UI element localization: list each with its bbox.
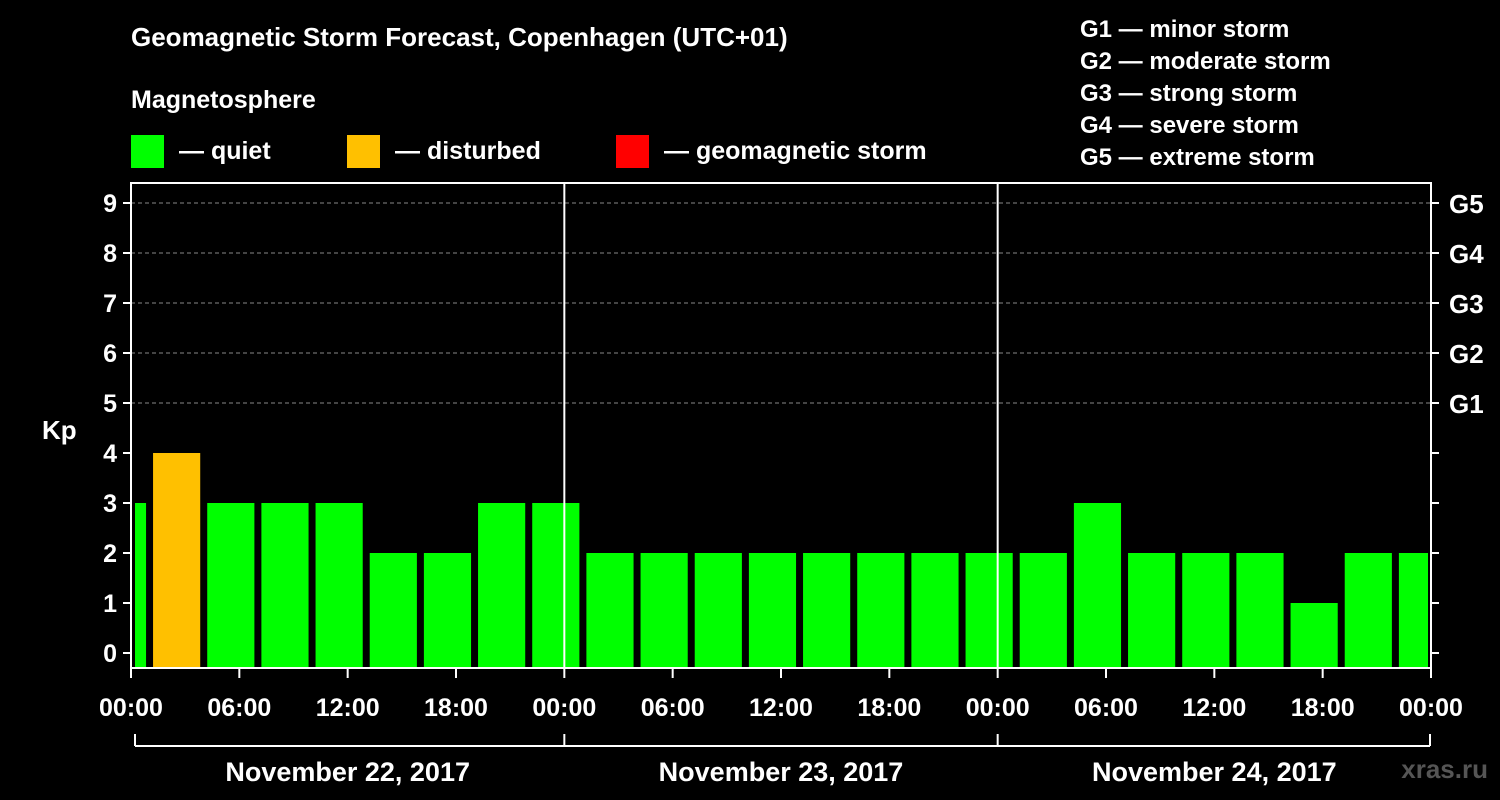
date-label: November 22, 2017 — [225, 757, 470, 787]
kp-bar — [586, 553, 634, 668]
storm-scale-g3: G3 — strong storm — [1080, 80, 1298, 107]
g-scale-label: G4 — [1449, 239, 1484, 269]
y-tick-label: 8 — [103, 240, 117, 268]
kp-bar — [1073, 503, 1122, 668]
kp-bar — [911, 553, 959, 668]
x-tick-label: 12:00 — [316, 694, 380, 722]
date-label: November 23, 2017 — [659, 757, 904, 787]
y-tick-label: 7 — [103, 290, 117, 318]
legend-quiet-swatch — [131, 134, 164, 168]
chart-title: Geomagnetic Storm Forecast, Copenhagen (… — [131, 22, 788, 52]
x-tick-label: 18:00 — [857, 694, 921, 722]
x-tick-label: 00:00 — [966, 694, 1030, 722]
y-tick-label: 3 — [103, 490, 117, 518]
kp-bar — [1344, 553, 1392, 668]
date-label: November 24, 2017 — [1092, 757, 1337, 787]
y-tick-label: 9 — [103, 190, 117, 218]
legend-quiet-label: — quiet — [179, 136, 271, 165]
x-tick-label: 18:00 — [424, 694, 488, 722]
g-scale-label: G2 — [1449, 339, 1484, 369]
storm-scale-list: G1 — minor storm G2 — moderate storm G3 … — [1080, 14, 1331, 174]
y-tick-label: 6 — [103, 340, 117, 368]
x-tick-label: 18:00 — [1291, 694, 1355, 722]
y-tick-label: 2 — [103, 540, 117, 568]
magnetosphere-label: Magnetosphere — [131, 86, 316, 114]
kp-bar — [153, 453, 201, 668]
storm-scale-g5: G5 — extreme storm — [1080, 144, 1315, 171]
kp-bar — [423, 553, 472, 668]
x-tick-label: 06:00 — [207, 694, 271, 722]
kp-bar — [315, 503, 363, 668]
kp-bar — [694, 553, 742, 668]
legend-storm-swatch — [616, 134, 649, 168]
y-axis-label: Kp — [42, 415, 77, 445]
kp-bar — [640, 553, 688, 668]
x-tick-label: 00:00 — [532, 694, 596, 722]
g-scale-label: G3 — [1449, 289, 1484, 319]
kp-bar — [803, 553, 851, 668]
legend-storm: — geomagnetic storm — [616, 134, 927, 168]
x-tick-label: 12:00 — [1182, 694, 1246, 722]
x-tick-label: 12:00 — [749, 694, 813, 722]
legend-disturbed-swatch — [347, 134, 380, 168]
kp-bar — [1290, 603, 1338, 668]
y-tick-label: 5 — [103, 390, 117, 418]
kp-bar — [748, 553, 797, 668]
g-scale-label: G1 — [1449, 389, 1484, 419]
legend-quiet: — quiet — [131, 134, 271, 168]
kp-bar — [1019, 553, 1067, 668]
kp-bar — [965, 553, 1013, 668]
y-tick-label: 0 — [103, 640, 117, 668]
legend-storm-label: — geomagnetic storm — [664, 136, 927, 165]
kp-bar — [135, 503, 147, 668]
x-tick-label: 06:00 — [1074, 694, 1138, 722]
kp-bar — [478, 503, 526, 668]
kp-bar — [207, 503, 255, 668]
storm-scale-g2: G2 — moderate storm — [1080, 48, 1331, 75]
x-tick-label: 00:00 — [1399, 694, 1463, 722]
kp-bar — [1128, 553, 1176, 668]
kp-bar — [369, 553, 417, 668]
x-tick-label: 06:00 — [641, 694, 705, 722]
legend-disturbed: — disturbed — [347, 134, 541, 168]
kp-bar — [1182, 553, 1230, 668]
kp-bar — [857, 553, 905, 668]
storm-scale-g4: G4 — severe storm — [1080, 112, 1299, 139]
kp-bar — [1398, 553, 1428, 668]
x-tick-label: 00:00 — [99, 694, 163, 722]
kp-bar — [532, 503, 580, 668]
y-tick-label: 1 — [103, 590, 117, 618]
storm-scale-g1: G1 — minor storm — [1080, 16, 1290, 43]
kp-bar — [261, 503, 309, 668]
g-scale-label: G5 — [1449, 189, 1484, 219]
legend-disturbed-label: — disturbed — [395, 136, 541, 165]
kp-bar — [1236, 553, 1284, 668]
y-tick-label: 4 — [103, 440, 117, 468]
watermark: xras.ru — [1401, 754, 1488, 784]
